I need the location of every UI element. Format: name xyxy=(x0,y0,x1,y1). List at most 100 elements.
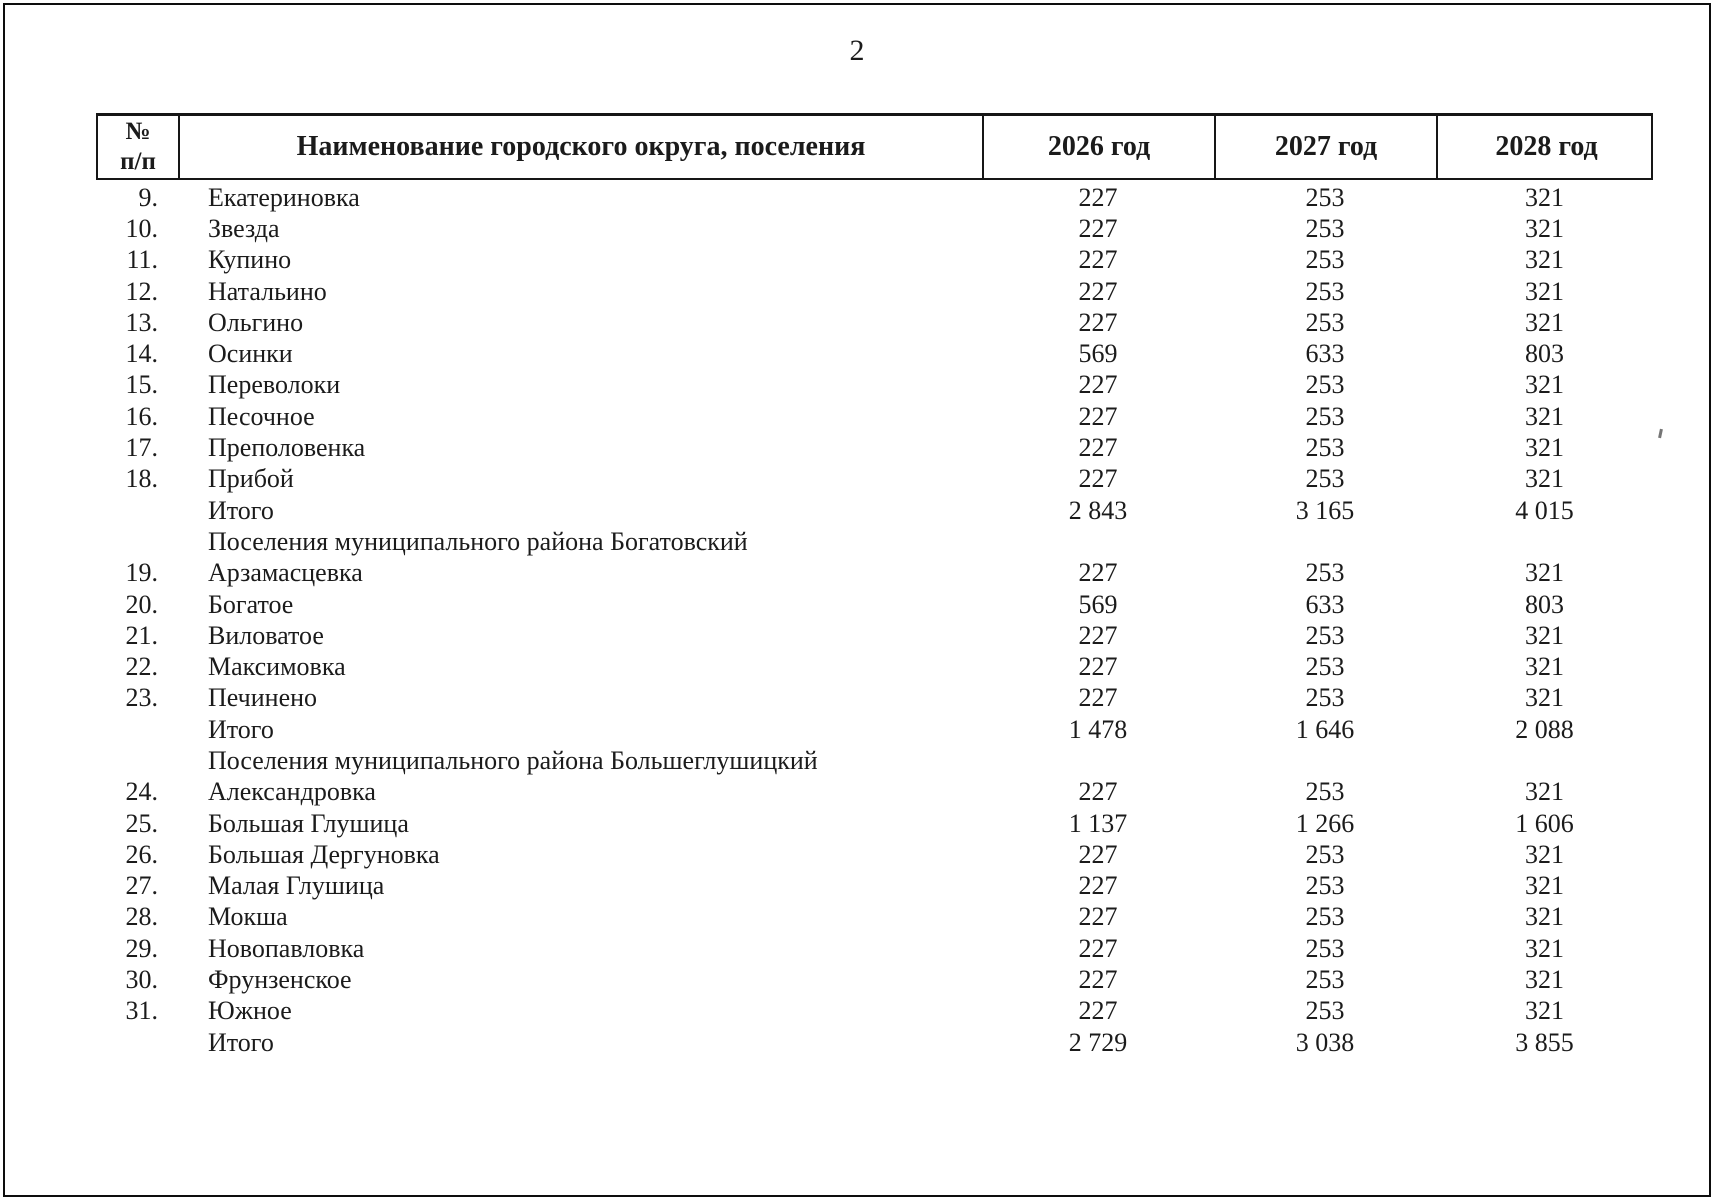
table-row: 29. Новопавловка 227 253 321 xyxy=(96,933,1653,964)
settlement-name-cell: Виловатое xyxy=(208,620,324,650)
table-row: 25. Большая Глушица 1 137 1 266 1 606 xyxy=(96,808,1653,839)
row-number-cell: 18. xyxy=(125,464,159,494)
value-2028-cell: 321 xyxy=(1525,401,1564,431)
header-cell-number: № п/п xyxy=(98,116,180,178)
value-2028-cell: 803 xyxy=(1525,339,1564,369)
value-2028-cell: 321 xyxy=(1525,307,1564,337)
value-2026-cell: 227 xyxy=(1078,433,1118,463)
value-2028-cell: 321 xyxy=(1525,965,1564,995)
value-2026-cell: 227 xyxy=(1078,839,1118,869)
value-2028-cell: 3 855 xyxy=(1515,1027,1574,1057)
value-2028-cell: 321 xyxy=(1525,871,1564,901)
value-2026-cell: 227 xyxy=(1078,401,1118,431)
value-2028-cell: 321 xyxy=(1525,245,1564,275)
value-2027-cell: 633 xyxy=(1305,339,1345,369)
settlement-name-cell: Арзамасцевка xyxy=(208,558,363,588)
value-2027-cell: 633 xyxy=(1305,589,1345,619)
row-number-cell: 29. xyxy=(125,933,159,963)
value-2028-cell: 321 xyxy=(1525,370,1564,400)
row-number-cell: 21. xyxy=(125,620,159,650)
value-2027-cell: 3 038 xyxy=(1295,1027,1355,1057)
value-2026-cell: 227 xyxy=(1078,213,1118,243)
table-row: 11. Купино 227 253 321 xyxy=(96,245,1653,276)
value-2026-cell: 1 478 xyxy=(1068,714,1128,744)
value-2028-cell: 321 xyxy=(1525,652,1564,682)
settlement-name-cell: Мокша xyxy=(208,902,288,932)
row-number-cell: 11. xyxy=(126,245,158,275)
row-number-cell: 12. xyxy=(125,276,159,306)
row-number-cell: 28. xyxy=(125,902,159,932)
table-row: 9. Екатериновка 227 253 321 xyxy=(96,182,1653,213)
value-2028-cell: 321 xyxy=(1525,683,1564,713)
settlement-name-cell: Осинки xyxy=(208,339,293,369)
header-cell-2026: 2026 год xyxy=(984,116,1216,178)
row-number-cell: 17. xyxy=(125,433,159,463)
row-number-cell: 22. xyxy=(125,652,159,682)
settlement-name-cell: Малая Глушица xyxy=(208,871,385,901)
value-2026-cell: 2 843 xyxy=(1068,495,1128,525)
settlement-name-cell: Южное xyxy=(208,996,292,1026)
table-row: 21. Виловатое 227 253 321 xyxy=(96,620,1653,651)
table-row: 28. Мокша 227 253 321 xyxy=(96,902,1653,933)
value-2026-cell: 227 xyxy=(1078,777,1118,807)
header-number-top: № xyxy=(125,118,151,145)
row-number-cell: 27. xyxy=(125,871,159,901)
settlement-name-cell: Прибой xyxy=(208,464,294,494)
value-2027-cell: 253 xyxy=(1305,933,1345,963)
subtotal-row: Итого 1 478 1 646 2 088 xyxy=(96,714,1653,745)
row-number-cell: 9. xyxy=(138,182,159,212)
row-number-cell: 23. xyxy=(125,683,159,713)
table-row: 31. Южное 227 253 321 xyxy=(96,996,1653,1027)
settlement-name-cell: Ольгино xyxy=(208,307,304,337)
value-2026-cell: 227 xyxy=(1078,182,1118,212)
table-row: 14. Осинки 569 633 803 xyxy=(96,338,1653,369)
value-2027-cell: 253 xyxy=(1305,902,1345,932)
table-row: 22. Максимовка 227 253 321 xyxy=(96,651,1653,682)
value-2028-cell: 321 xyxy=(1525,276,1564,306)
value-2026-cell: 227 xyxy=(1078,933,1118,963)
subtotal-row: Итого 2 729 3 038 3 855 xyxy=(96,1027,1653,1058)
value-2026-cell: 227 xyxy=(1078,245,1118,275)
table-header-row: № п/п Наименование городского округа, по… xyxy=(96,113,1653,180)
settlement-name-cell: Итого xyxy=(208,714,274,744)
value-2028-cell: 321 xyxy=(1525,558,1564,588)
settlement-name-cell: Екатериновка xyxy=(208,182,360,212)
value-2026-cell: 227 xyxy=(1078,871,1118,901)
settlement-name-cell: Поселения муниципального района Большегл… xyxy=(208,745,818,775)
value-2027-cell: 253 xyxy=(1305,652,1345,682)
settlement-name-cell: Большая Глушица xyxy=(208,808,409,838)
settlement-name-cell: Фрунзенское xyxy=(208,965,352,995)
row-number-cell: 14. xyxy=(125,339,159,369)
value-2028-cell: 321 xyxy=(1525,464,1564,494)
value-2028-cell: 803 xyxy=(1525,589,1564,619)
value-2028-cell: 321 xyxy=(1525,182,1564,212)
value-2026-cell: 227 xyxy=(1078,558,1118,588)
header-cell-2028: 2028 год xyxy=(1495,131,1598,162)
value-2027-cell: 253 xyxy=(1305,433,1345,463)
row-number-cell: 15. xyxy=(125,370,159,400)
table-row: 24. Александровка 227 253 321 xyxy=(96,777,1653,808)
settlement-name-cell: Преполовенка xyxy=(208,433,366,463)
value-2026-cell: 227 xyxy=(1078,683,1118,713)
value-2026-cell: 227 xyxy=(1078,652,1118,682)
table-row: 12. Натальино 227 253 321 xyxy=(96,276,1653,307)
table-row: 16. Песочное 227 253 321 xyxy=(96,401,1653,432)
value-2028-cell: 321 xyxy=(1525,213,1564,243)
settlement-name-cell: Звезда xyxy=(208,213,280,243)
value-2026-cell: 227 xyxy=(1078,902,1118,932)
settlement-name-cell: Максимовка xyxy=(208,652,346,682)
value-2027-cell: 253 xyxy=(1305,464,1345,494)
value-2027-cell: 1 646 xyxy=(1295,714,1355,744)
table-row: 18. Прибой 227 253 321 xyxy=(96,464,1653,495)
settlement-name-cell: Итого xyxy=(208,495,274,525)
header-cell-name: Наименование городского округа, поселени… xyxy=(180,116,984,178)
value-2027-cell: 253 xyxy=(1305,965,1345,995)
value-2028-cell: 321 xyxy=(1525,933,1564,963)
page-number: 2 xyxy=(849,34,865,67)
settlement-name-cell: Купино xyxy=(208,245,292,275)
value-2026-cell: 569 xyxy=(1078,589,1118,619)
value-2027-cell: 253 xyxy=(1305,683,1345,713)
table-row: 10. Звезда 227 253 321 xyxy=(96,213,1653,244)
settlements-table: № п/п Наименование городского округа, по… xyxy=(96,113,1653,1058)
value-2028-cell: 1 606 xyxy=(1515,808,1574,838)
